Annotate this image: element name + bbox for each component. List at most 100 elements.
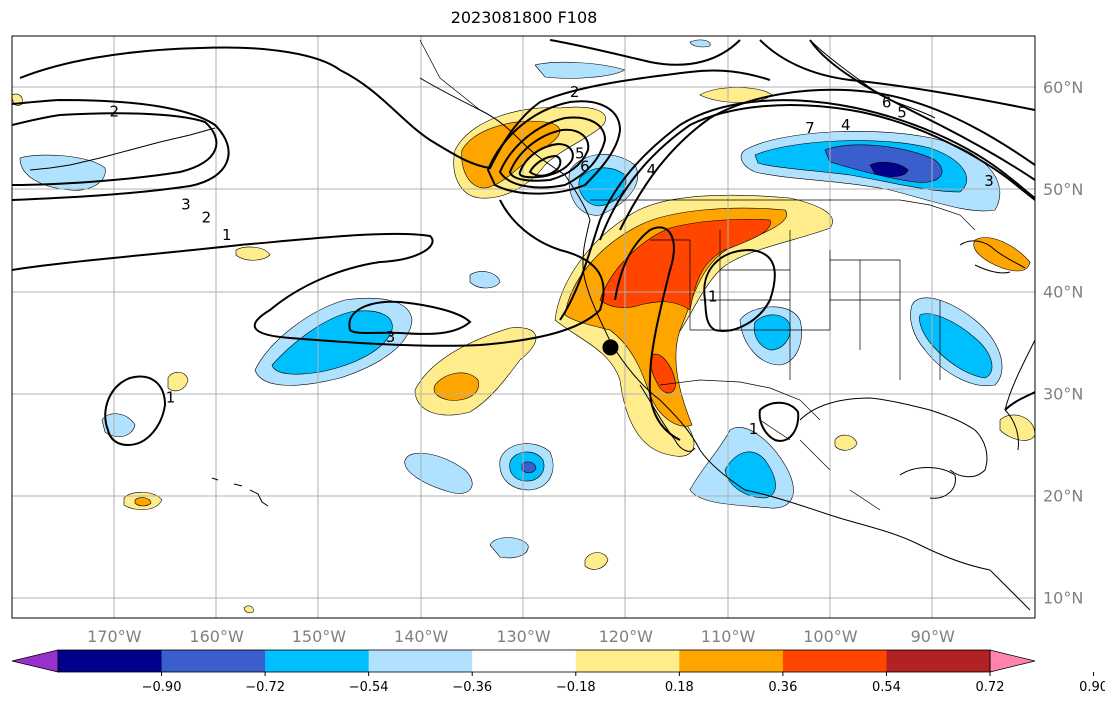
contour-2-north-pacific: [12, 98, 230, 201]
contour-6-jet: [619, 88, 1035, 231]
contour-1-north-pacific: [12, 199, 605, 347]
contour-label: 1: [749, 420, 759, 438]
contour-label: 2: [110, 103, 120, 121]
contour-label: 3: [386, 328, 396, 346]
colorbar-tick-label: −0.72: [245, 680, 285, 695]
shaded-anomalies: [12, 39, 1035, 614]
central-america: [989, 569, 1031, 611]
longitude-labels: 170°W 160°W 150°W 140°W 130°W 120°W 110°W 100°W…: [87, 627, 955, 646]
contour-3-pacific-ridge: [348, 300, 472, 335]
anomaly-negative-north-canada: [534, 61, 626, 79]
contour-label: 1: [222, 226, 232, 244]
contour-label: 4: [647, 161, 657, 179]
anomaly-positive-baja: [650, 353, 676, 394]
contour-7-alaska-low: [528, 154, 562, 177]
contour-label: 7: [805, 119, 815, 137]
colorbar-tick-label: 0.18: [665, 680, 694, 695]
latitude-labels: 10°N 20°N 30°N 40°N 50°N 60°N: [1043, 78, 1083, 608]
contour-1-hawaii: [104, 375, 167, 447]
alaska-canada-border: [419, 39, 481, 111]
contour-label: 2: [202, 209, 212, 227]
anomaly-positive-east-pacific-small: [584, 552, 609, 570]
lon-tick-label: 140°W: [394, 627, 449, 646]
anomaly-positive-tiny-south: [243, 605, 254, 614]
contour-label: 6: [882, 93, 892, 111]
coastlines: [29, 39, 1035, 611]
baja-california: [639, 384, 696, 452]
colorbar-bin: [472, 650, 577, 672]
anomaly-positive-hawaii-east: [167, 371, 189, 392]
colorbar-extend-min: [11, 649, 59, 673]
colorbar-tick-label: 0.36: [768, 680, 797, 695]
height-anomaly-contours: [12, 39, 1035, 447]
contour-label: 2: [570, 83, 580, 101]
anomaly-negative-tropical-b-peak: [521, 461, 537, 474]
colorbar-tick-label: −0.54: [349, 680, 389, 695]
location-marker: [602, 339, 619, 356]
lon-tick-label: 160°W: [189, 627, 244, 646]
colorbar-bin: [58, 650, 163, 672]
anomaly-negative-tropical-a: [404, 452, 473, 494]
lat-tick-label: 60°N: [1043, 78, 1083, 97]
colorbar-extend-max: [989, 649, 1036, 673]
colorbar-bin: [782, 650, 887, 672]
anomaly-negative-eastern-us-core: [919, 313, 993, 379]
hawaii-islands: [211, 477, 269, 507]
contour-label: 6: [580, 158, 590, 176]
contour-5-alaska-low: [508, 128, 590, 182]
yucatan: [899, 467, 956, 499]
contour-label: 5: [897, 104, 907, 122]
us-canada-border: [590, 199, 976, 231]
colorbar-tick-label: −0.36: [452, 680, 492, 695]
anomaly-negative-arctic-small: [689, 39, 711, 48]
great-lakes: [959, 240, 1026, 274]
colorbar-bin: [575, 650, 680, 672]
anomaly-negative-northeast-pacific-small: [469, 271, 501, 289]
gulf-of-mexico-coast: [799, 397, 988, 478]
contour-2-alaska: [19, 46, 771, 170]
anomaly-negative-mexico-coast-core: [724, 451, 776, 499]
mexico-states: [759, 419, 881, 511]
contour-3-alaska-low: [486, 100, 622, 195]
lon-tick-label: 100°W: [803, 627, 858, 646]
contour-3-canada: [809, 39, 1035, 181]
lat-tick-label: 30°N: [1043, 384, 1083, 403]
florida: [1004, 409, 1019, 451]
lon-tick-label: 110°W: [701, 627, 756, 646]
contour-label: 4: [841, 116, 851, 134]
colorbar-tick-label: 0.90: [1079, 680, 1105, 695]
contour-label: 3: [984, 172, 994, 190]
colorbar-bin: [886, 650, 991, 672]
graticule: [12, 36, 1035, 618]
contour-2-east: [1004, 391, 1035, 411]
colorbar-tick-label: 0.72: [976, 680, 1005, 695]
us-mexico-border: [659, 379, 821, 421]
lat-tick-label: 40°N: [1043, 282, 1083, 301]
colorbar-tick-label: −0.90: [142, 680, 182, 695]
lat-tick-label: 10°N: [1043, 589, 1083, 608]
contour-label: 1: [166, 388, 176, 406]
anomaly-negative-small-east-pacific: [489, 537, 529, 559]
contour-6-alaska-low: [518, 142, 574, 179]
lon-tick-label: 130°W: [496, 627, 551, 646]
colorbar-tick-label: −0.18: [556, 680, 596, 695]
anomaly-negative-bc-coast-core: [578, 167, 627, 207]
contour-1-rockies: [703, 248, 776, 332]
contour-label: 1: [708, 287, 718, 305]
map-title: 2023081800 F108: [450, 8, 598, 27]
lon-tick-label: 170°W: [87, 627, 142, 646]
colorbar-bin: [368, 650, 473, 672]
lon-tick-label: 120°W: [599, 627, 654, 646]
colorbar: −0.90 −0.72 −0.54 −0.36 −0.18 0.18 0.36 0.54 0.7…: [11, 649, 1105, 695]
contour-4-alaska-low: [498, 116, 607, 189]
aleutian-islands: [29, 127, 216, 171]
anomaly-negative-hawaii-west: [101, 413, 136, 438]
contour-5-jet: [599, 104, 1035, 241]
contour-4-west-coast: [614, 226, 681, 441]
alaska-coast: [419, 77, 591, 221]
contour-3-north-pacific: [12, 112, 218, 186]
anomaly-negative-rockies-core: [753, 314, 791, 351]
